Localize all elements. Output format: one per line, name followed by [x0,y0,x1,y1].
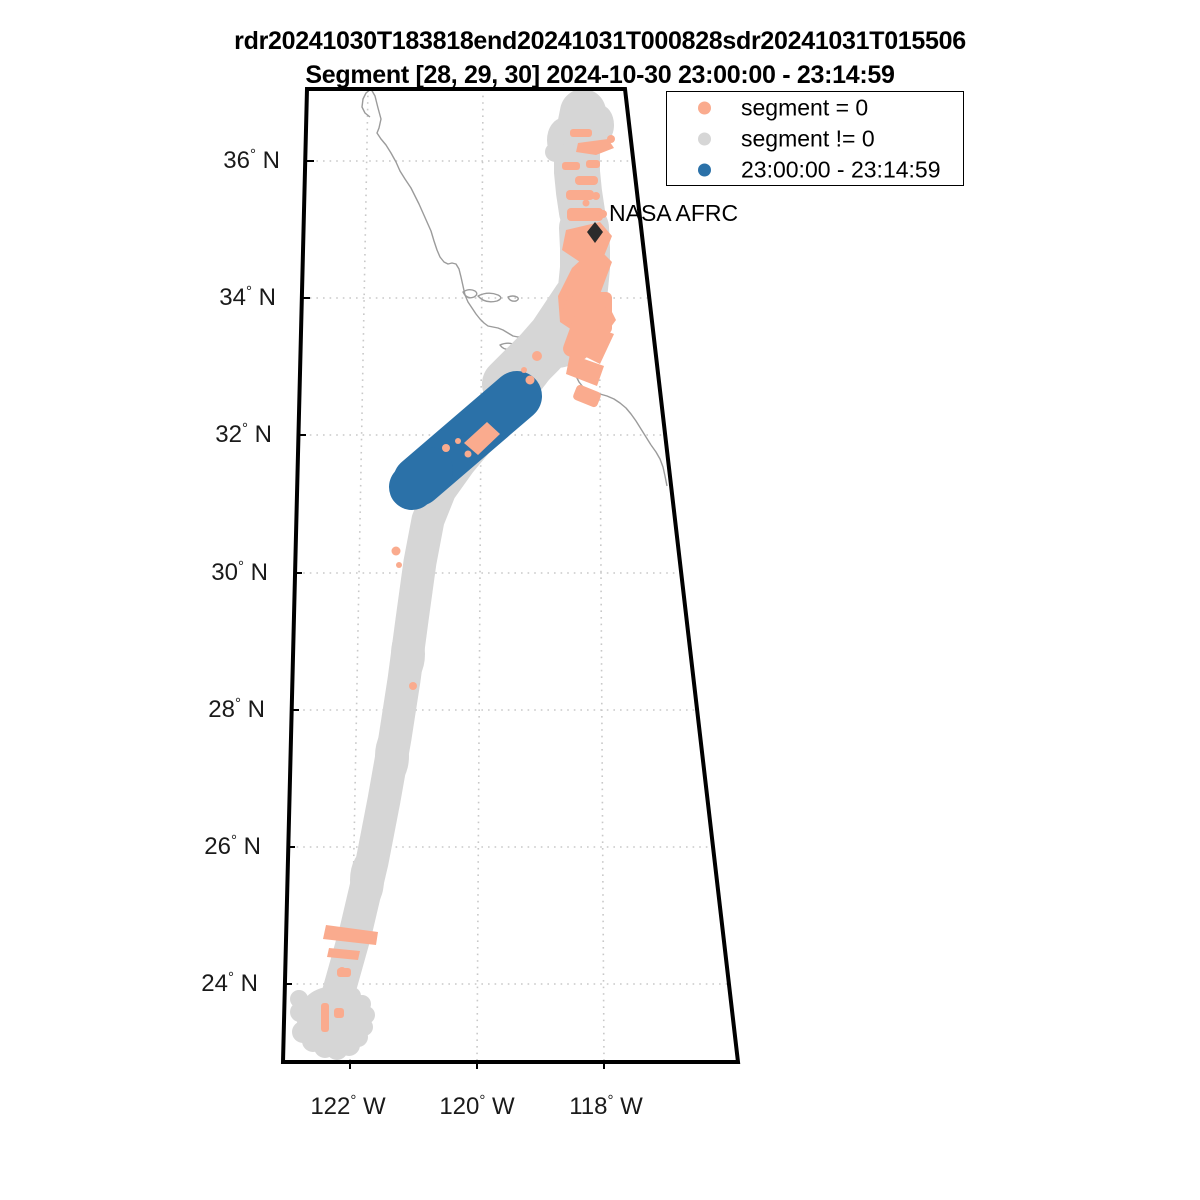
xtick-label-120w: 120° W [439,1092,515,1120]
grid-lines [290,89,738,1062]
ytick-label-28: 28° N [208,695,265,723]
legend-item-time-range[interactable]: 23:00:00 - 23:14:59 [667,154,963,185]
xtick-label-118w: 118° W [569,1092,643,1120]
figure-title-block: rdr20241030T183818end20241031T000828sdr2… [0,24,1200,92]
axis-ticks [285,160,605,1069]
legend-marker-segment-zero [698,101,711,114]
legend-item-segment-nonzero[interactable]: segment != 0 [667,123,963,154]
legend-label-segment-zero: segment = 0 [741,94,869,120]
legend-label-segment-nonzero: segment != 0 [741,125,875,151]
ytick-label-32: 32° N [215,420,272,448]
ytick-label-26: 26° N [204,832,261,860]
legend-box: segment = 0 segment != 0 23:00:00 - 23:1… [666,91,964,186]
track-scallops [290,987,375,1060]
ytick-label-36: 36° N [223,146,280,174]
legend-marker-time-range [698,163,711,176]
legend-marker-segment-nonzero [698,132,711,145]
track-segment-zero [321,129,616,1032]
map-frame-border [280,87,741,1064]
legend-label-time-range: 23:00:00 - 23:14:59 [741,156,941,182]
legend-item-segment-zero[interactable]: segment = 0 [667,92,963,123]
figure-title-line-1: rdr20241030T183818end20241031T000828sdr2… [234,27,966,55]
ytick-label-34: 34° N [219,283,276,311]
ytick-label-30: 30° N [211,558,268,586]
nasa-afrc-marker[interactable] [587,222,603,243]
figure-title-line-2: Segment [28, 29, 30] 2024-10-30 23:00:00… [305,61,895,89]
xtick-label-122w: 122° W [310,1092,386,1120]
ytick-label-24: 24° N [201,969,258,997]
nasa-afrc-label: NASA AFRC [609,200,739,226]
